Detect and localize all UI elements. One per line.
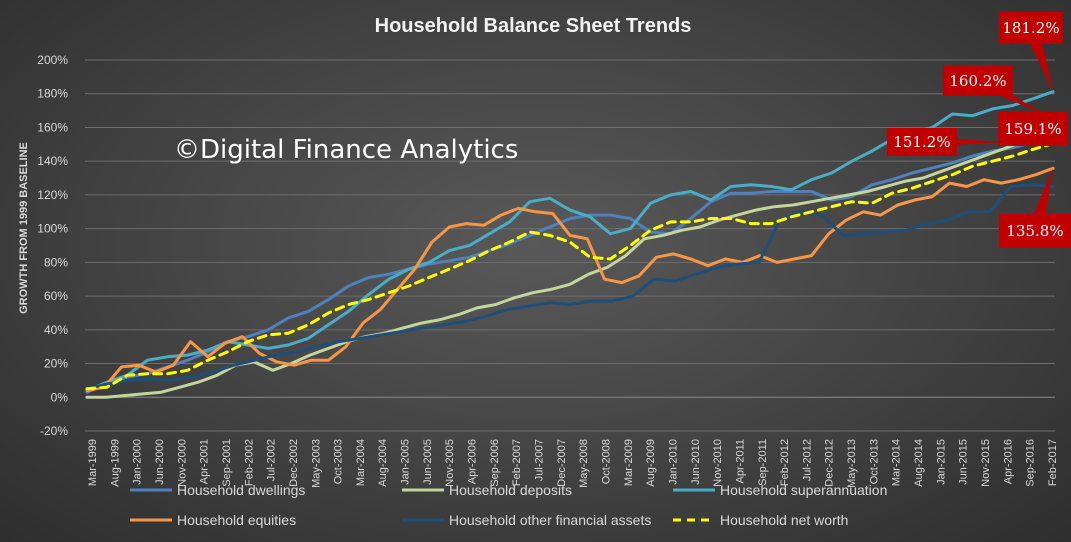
callout-box xyxy=(999,12,1063,44)
series-line xyxy=(85,141,1055,399)
y-tick-label: -20% xyxy=(40,424,68,438)
x-tick-label: Nov-2000 xyxy=(176,439,188,487)
y-tick-label: 160% xyxy=(37,120,68,134)
x-tick-label: Mar-2009 xyxy=(623,439,635,486)
x-tick-label: Feb-2007 xyxy=(511,439,523,486)
y-tick-label: 60% xyxy=(44,289,68,303)
callout-box xyxy=(943,66,1013,96)
x-tick-label: Jun-2015 xyxy=(958,439,970,485)
x-tick-label: Mar-2004 xyxy=(355,439,367,486)
series-line xyxy=(85,142,1055,391)
y-tick-label: 100% xyxy=(37,222,68,236)
x-tick-label: Jan-2010 xyxy=(667,439,679,485)
series-line xyxy=(85,183,1055,391)
legend-label: Household deposits xyxy=(449,482,572,498)
x-tick-label: Feb-2017 xyxy=(1047,439,1059,486)
x-tick-label: Oct-2013 xyxy=(868,439,880,484)
x-tick-label: Jul-2002 xyxy=(266,439,278,481)
y-tick-label: 200% xyxy=(37,53,68,67)
x-tick-label: Jun-2000 xyxy=(154,439,166,485)
legend-label: Household superannuation xyxy=(720,482,887,498)
x-tick-label: May-2003 xyxy=(310,439,322,488)
x-axis-ticks: Mar-1999 Aug-1999 Jan-2000 Jun-2000 Nov-2000… xyxy=(87,439,1059,488)
x-tick-label: Dec-2002 xyxy=(288,439,300,487)
callout-label: 159.1% xyxy=(1004,120,1061,138)
x-tick-label: Apr-2001 xyxy=(199,439,211,484)
series-line xyxy=(85,141,1055,394)
x-tick-label: Jul-2012 xyxy=(801,439,813,481)
x-tick-label: Feb-2012 xyxy=(779,439,791,486)
callout-box xyxy=(998,112,1068,146)
x-tick-label: Oct-2003 xyxy=(333,439,345,484)
callout-label: 135.8% xyxy=(1006,222,1063,240)
x-tick-label: Apr-2011 xyxy=(734,439,746,483)
x-tick-label: Aug-2014 xyxy=(913,439,925,487)
callout-box xyxy=(999,214,1071,248)
x-tick-label: Nov-2015 xyxy=(980,439,992,487)
x-tick-label: Apr-2006 xyxy=(467,439,479,484)
value-callouts: 181.2% 160.2% 159.1% 151.2% 135.8% xyxy=(887,12,1071,248)
x-tick-label: Nov-2010 xyxy=(712,439,724,487)
callout-label: 151.2% xyxy=(893,133,950,151)
callout-box xyxy=(887,128,957,156)
x-tick-label: Jun-2010 xyxy=(690,439,702,485)
legend-label: Household net worth xyxy=(720,512,848,528)
series-line xyxy=(85,166,1055,392)
y-tick-label: 180% xyxy=(37,87,68,101)
x-tick-label: Apr-2016 xyxy=(1002,439,1014,484)
x-tick-label: Jan-2000 xyxy=(132,439,144,485)
x-tick-label: Aug-2009 xyxy=(645,439,657,487)
x-tick-label: Jul-2007 xyxy=(534,439,546,481)
x-tick-label: Mar-2014 xyxy=(891,439,903,486)
legend-label: Household other financial assets xyxy=(449,512,651,528)
y-tick-label: 140% xyxy=(37,154,68,168)
y-axis-label: GROWTH FROM 1999 BASELINE xyxy=(18,142,30,314)
callout-label: 181.2% xyxy=(1002,19,1059,37)
x-tick-label: Aug-2004 xyxy=(377,439,389,487)
x-tick-label: Sep-2016 xyxy=(1025,439,1037,487)
watermark: ©Digital Finance Analytics xyxy=(174,135,518,165)
x-tick-label: Oct-2008 xyxy=(600,439,612,484)
callout-pointer xyxy=(1027,168,1053,231)
x-tick-label: Sep-2001 xyxy=(221,439,233,487)
x-tick-label: Jun-2005 xyxy=(422,439,434,485)
y-tick-label: 0% xyxy=(51,390,69,404)
x-tick-label: Feb-2002 xyxy=(243,439,255,486)
legend-label: Household equities xyxy=(177,512,296,528)
x-tick-label: May-2013 xyxy=(846,439,858,488)
legend: Household dwellings Household deposits Hou… xyxy=(130,482,887,528)
y-axis-ticks: -20% 0% 20% 40% 60% 80% 100% 120% 140% 160% 180% 20… xyxy=(37,53,68,438)
x-tick-label: Sep-2011 xyxy=(757,439,769,486)
x-tick-label: Dec-2012 xyxy=(824,439,836,487)
gridlines xyxy=(85,59,1055,432)
x-tick-label: Jan-2015 xyxy=(935,439,947,485)
y-tick-label: 120% xyxy=(37,188,68,202)
x-tick-label: Mar-1999 xyxy=(87,439,99,486)
callout-label: 160.2% xyxy=(949,72,1006,90)
chart-title: Household Balance Sheet Trends xyxy=(375,15,692,37)
y-tick-label: 40% xyxy=(44,323,68,337)
legend-label: Household dwellings xyxy=(177,482,305,498)
x-tick-label: Nov-2005 xyxy=(444,439,456,487)
x-tick-label: May-2008 xyxy=(578,439,590,488)
y-tick-label: 20% xyxy=(44,357,68,371)
x-tick-label: Aug-1999 xyxy=(109,439,121,487)
x-tick-label: Sep-2006 xyxy=(489,439,501,487)
x-tick-label: Jan-2005 xyxy=(400,439,412,485)
callout-pointer xyxy=(1023,28,1053,92)
y-tick-label: 80% xyxy=(44,255,68,269)
x-tick-label: Dec-2007 xyxy=(556,439,568,487)
